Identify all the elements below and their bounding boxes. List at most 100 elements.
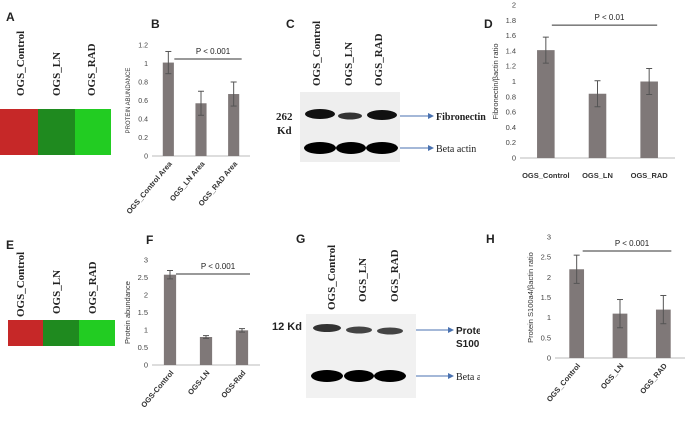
blot-c-lane-ln: OGS_LN <box>343 42 355 86</box>
heatmap-e-cell-ln <box>43 320 79 346</box>
chart-f-ylabel: Protein abundance <box>123 281 132 344</box>
heatmap-a-label-control: OGS_Control <box>15 31 27 96</box>
blot-c-arrowhead-target <box>428 113 434 119</box>
panel-label-a: A <box>6 10 15 24</box>
chart-d-ytick-2: 0.4 <box>506 123 516 132</box>
chart-f-annotation: P < 0.001 <box>201 262 236 271</box>
blot-c-lane-rad: OGS_RAD <box>373 33 385 86</box>
blot-c-size-label: 262 <box>276 111 293 123</box>
blot-g-actin-control <box>311 370 343 382</box>
chart-f-xtick-0: OGS-Control <box>139 369 175 410</box>
heatmap-a: OGS_Control OGS_LN OGS_RAD <box>0 31 111 155</box>
chart-f-ytick-6: 3 <box>144 256 148 265</box>
bar-chart-b: 0 0.2 0.4 0.6 0.8 1 1.2 PROTEIN ABUNDANCE OGS_Co… <box>125 43 250 216</box>
chart-d-bar-1 <box>588 93 607 158</box>
chart-h-ytick-2: 1 <box>547 313 551 322</box>
blot-g-target-label-2: S100 A4 <box>456 339 480 350</box>
heatmap-a-cell-ln <box>38 109 75 155</box>
blot-c-actin-ln <box>336 142 366 154</box>
blot-c-target-label: Fibronectin <box>436 112 486 123</box>
blot-g-band-rad <box>377 327 403 335</box>
chart-b-bar-1 <box>195 103 207 156</box>
blot-c-actin-control <box>304 142 336 154</box>
chart-b-ytick-4: 0.8 <box>138 80 148 87</box>
western-blot-c: OGS_Control OGS_LN OGS_RAD 262 Kd Fibron… <box>276 21 486 162</box>
chart-h-bar-2 <box>655 309 671 358</box>
chart-d-ytick-4: 0.8 <box>506 92 516 101</box>
chart-h-xtick-1: OGS_LN <box>599 362 626 391</box>
blot-g-lane-rad: OGS_RAD <box>389 249 401 302</box>
heatmap-e-label-ln: OGS_LN <box>51 270 63 314</box>
chart-h-ytick-5: 2.5 <box>541 253 551 262</box>
chart-h-ytick-4: 2 <box>547 273 551 282</box>
chart-b-ytick-1: 0.2 <box>138 135 148 142</box>
panel-label-d: D <box>484 17 493 31</box>
blot-g-arrowhead-target <box>448 327 454 333</box>
heatmap-a-label-ln: OGS_LN <box>51 52 63 96</box>
chart-d-ytick-3: 0.6 <box>506 108 516 117</box>
chart-b-xtick-0: OGS_Control Area <box>125 159 175 216</box>
chart-h-ytick-1: 0.5 <box>541 333 551 342</box>
chart-b-ytick-5: 1 <box>144 61 148 68</box>
blot-g-band-ln <box>346 326 372 334</box>
chart-h-ytick-0: 0 <box>547 354 551 363</box>
chart-d-ytick-6: 1.2 <box>506 62 516 71</box>
chart-h-annotation: P < 0.001 <box>615 239 650 248</box>
chart-f-bar-2 <box>235 330 249 365</box>
chart-f-bar-0 <box>163 274 177 365</box>
blot-c-size-unit: Kd <box>277 125 292 137</box>
chart-d-bar-2 <box>640 81 658 158</box>
chart-h-ytick-3: 1.5 <box>541 293 551 302</box>
chart-f-xtick-1: OGS-LN <box>186 369 212 397</box>
panel-label-f: F <box>146 233 154 247</box>
chart-b-ytick-2: 0.4 <box>138 117 148 124</box>
blot-c-arrowhead-actin <box>428 145 434 151</box>
blot-c-control-label: Beta actin <box>436 144 476 155</box>
heatmap-a-cell-rad <box>75 109 111 155</box>
chart-d-ylabel: Fibronectin/βactin ratio <box>491 43 500 119</box>
panel-label-b: B <box>151 17 160 31</box>
chart-b-ylabel: PROTEIN ABUNDANCE <box>126 68 132 134</box>
chart-d-ytick-1: 0.2 <box>506 138 516 147</box>
western-blot-g: OGS_Control OGS_LN OGS_RAD 12 Kd Protein… <box>272 245 480 398</box>
blot-g-actin-rad <box>374 370 406 382</box>
chart-f-xtick-2: OGS-Rad <box>219 368 248 400</box>
blot-g-size-label: 12 Kd <box>272 321 302 333</box>
heatmap-e: OGS_Control OGS_LN OGS_RAD <box>8 252 115 346</box>
blot-c-band-control <box>305 109 335 119</box>
blot-c-actin-rad <box>366 142 398 154</box>
heatmap-e-label-control: OGS_Control <box>15 252 27 317</box>
bar-chart-f: 0 0.5 1 1.5 2 2.5 3 Protein abundance OGS-Contro… <box>123 256 260 410</box>
chart-f-ytick-4: 2 <box>144 291 148 300</box>
panel-label-g: G <box>296 232 306 246</box>
bar-chart-h: 0 0.5 1 1.5 2 2.5 3 Protein S100a4/βactin ratio… <box>526 233 685 404</box>
chart-h-xtick-0: OGS_Control <box>545 362 582 404</box>
blot-g-target-label-1: Protein <box>456 326 480 337</box>
chart-f-ytick-0: 0 <box>144 361 148 370</box>
chart-d-bar-0 <box>537 50 555 159</box>
blot-g-band-control <box>313 324 341 332</box>
chart-b-ytick-6: 1.2 <box>138 43 148 50</box>
heatmap-a-label-rad: OGS_RAD <box>86 43 98 96</box>
chart-f-ytick-5: 2.5 <box>138 273 148 282</box>
chart-f-ytick-2: 1 <box>144 326 148 335</box>
chart-f-ytick-3: 1.5 <box>138 308 148 317</box>
chart-d-ytick-10: 2 <box>512 1 516 10</box>
chart-b-bar-0 <box>162 62 174 157</box>
panel-label-h: H <box>486 232 495 246</box>
blot-g-lane-control: OGS_Control <box>326 245 338 310</box>
heatmap-e-cell-control <box>8 320 43 346</box>
chart-f-bar-1 <box>199 337 213 365</box>
chart-f-ytick-1: 0.5 <box>138 343 148 352</box>
chart-d-ytick-0: 0 <box>512 154 516 163</box>
blot-c-band-rad <box>367 110 397 120</box>
blot-c-lane-control: OGS_Control <box>311 21 323 86</box>
blot-g-arrowhead-actin <box>448 373 454 379</box>
chart-b-ytick-3: 0.6 <box>138 98 148 105</box>
blot-g-control-label: Beta actin <box>456 372 480 383</box>
bar-chart-d: 0 0.2 0.4 0.6 0.8 1 1.2 1.4 1.6 1.8 2 Fibronectin/β… <box>491 1 675 180</box>
heatmap-e-cell-rad <box>79 320 115 346</box>
blot-g-lane-ln: OGS_LN <box>357 258 369 302</box>
blot-g-actin-ln <box>344 370 374 382</box>
heatmap-a-cell-control <box>0 109 38 155</box>
